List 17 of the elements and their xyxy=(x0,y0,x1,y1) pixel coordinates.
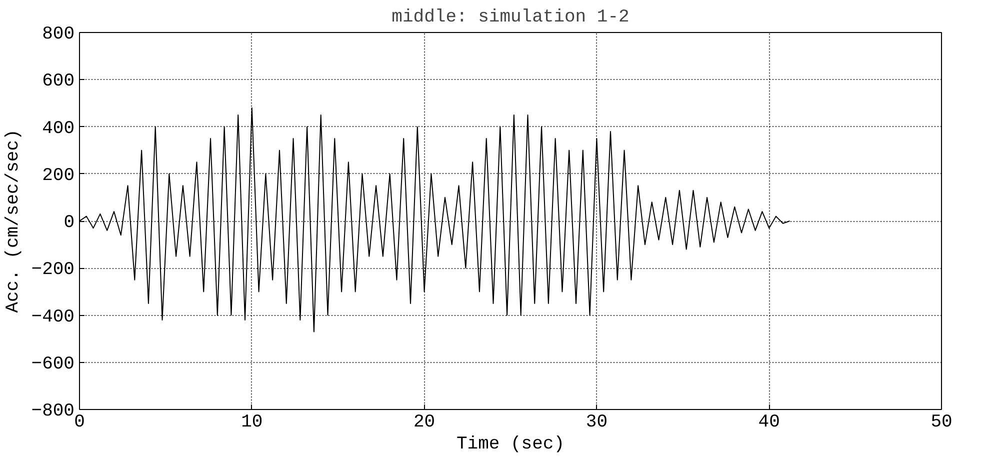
y-tick-label: 200 xyxy=(42,166,74,186)
y-tick-label: −200 xyxy=(31,260,75,280)
y-tick-label: 0 xyxy=(64,213,75,233)
x-tick-label: 30 xyxy=(586,412,608,432)
x-tick-label: 20 xyxy=(414,412,436,432)
y-axis-title: Acc. (cm/sec/sec) xyxy=(3,129,24,313)
y-tick-label: 800 xyxy=(42,24,74,44)
y-tick-label: −400 xyxy=(31,307,75,328)
y-tick-label: −600 xyxy=(31,354,75,374)
y-tick-label: 600 xyxy=(42,72,74,92)
y-tick-label: −800 xyxy=(31,402,75,422)
x-tick-label: 10 xyxy=(241,412,263,432)
x-axis-title: Time (sec) xyxy=(456,434,565,454)
y-tick-label: 400 xyxy=(42,118,74,139)
x-tick-label: 40 xyxy=(758,412,780,432)
chart-title: middle: simulation 1-2 xyxy=(392,8,630,28)
x-tick-label: 50 xyxy=(930,412,952,432)
